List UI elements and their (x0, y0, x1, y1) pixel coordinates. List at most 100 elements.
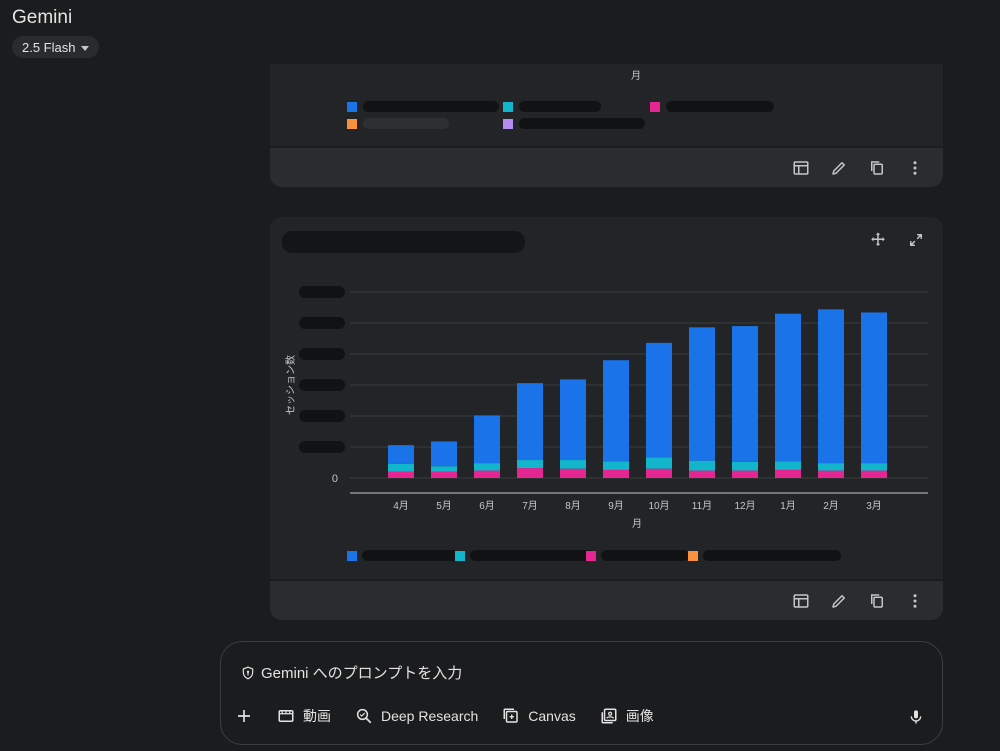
legend-swatch (688, 551, 698, 561)
prompt-tools: 動画 Deep Research Canvas 画像 (235, 706, 654, 726)
bar-segment (689, 470, 715, 478)
bar-segment (388, 463, 414, 472)
video-tool-label: 動画 (303, 708, 331, 724)
bar-segment (474, 463, 500, 471)
legend-item (503, 118, 645, 129)
x-axis-title: 月 (631, 71, 641, 82)
x-tick-label: 6月 (479, 500, 495, 512)
pencil-icon (832, 594, 845, 608)
bar-segment (560, 468, 586, 478)
redacted-text (666, 101, 774, 112)
bar-segment (861, 463, 887, 471)
table-icon (793, 160, 809, 175)
bar-segment (861, 470, 887, 478)
redacted-chart-title (282, 231, 525, 253)
model-selector[interactable]: 2.5 Flash (12, 36, 100, 58)
legend-item (347, 118, 449, 129)
deep-research-label: Deep Research (381, 708, 479, 724)
bar-segment (431, 466, 457, 472)
chart-card-previous: 月 (270, 64, 943, 187)
table-view-button[interactable] (785, 152, 817, 184)
video-icon (278, 710, 294, 722)
x-tick-label: 7月 (522, 500, 538, 512)
legend-swatch (347, 101, 357, 112)
bar-segment (818, 309, 844, 464)
redacted-legend-label (470, 550, 596, 561)
bar-segment (474, 415, 500, 464)
more-vert-icon (913, 160, 917, 175)
bar-segment (517, 468, 543, 478)
redacted-legend-label (601, 550, 689, 561)
legend-swatch (503, 118, 513, 129)
bar-segment (818, 463, 844, 471)
table-view-button[interactable] (785, 585, 817, 617)
more-options-button[interactable] (899, 152, 931, 184)
microphone-icon (910, 710, 922, 724)
bar-segment (517, 460, 543, 469)
legend-swatch (503, 101, 513, 112)
edit-button[interactable] (823, 585, 855, 617)
bar-segment (431, 441, 457, 467)
copy-icon (871, 160, 883, 175)
edit-button[interactable] (823, 152, 855, 184)
add-button[interactable] (235, 707, 253, 725)
x-tick-label: 12月 (734, 500, 755, 512)
fullscreen-button[interactable] (905, 229, 927, 251)
bar-segment (861, 312, 887, 464)
image-icon (601, 708, 617, 724)
x-tick-label: 10月 (648, 500, 669, 512)
legend-item (347, 101, 499, 112)
legend-swatch (347, 551, 357, 561)
deep-research-icon (356, 708, 372, 724)
table-icon (793, 593, 809, 608)
bar-segment (603, 461, 629, 470)
x-tick-label: 9月 (608, 500, 624, 512)
redacted-tick-label (299, 317, 345, 329)
bar-segment (775, 469, 801, 478)
copy-button[interactable] (861, 585, 893, 617)
bar-segment (818, 470, 844, 478)
copy-icon (871, 593, 883, 608)
x-tick-label: 1月 (780, 500, 796, 512)
chevron-down-icon (81, 45, 90, 51)
redacted-text (519, 101, 601, 112)
shield-icon (242, 666, 254, 679)
legend-swatch (650, 101, 660, 112)
more-vert-icon (913, 593, 917, 608)
redacted-legend-label (362, 550, 460, 561)
bar-segment (388, 445, 414, 464)
move-icon (871, 232, 885, 246)
legend-item (503, 101, 601, 112)
prompt-input[interactable]: Gemini へのプロンプトを入力 (241, 662, 462, 683)
x-tick-label: 2月 (823, 500, 839, 512)
bar-segment (689, 460, 715, 471)
more-options-button[interactable] (899, 585, 931, 617)
bar-segment (603, 360, 629, 462)
card-toolbar (270, 146, 943, 187)
bar-segment (431, 471, 457, 478)
fullscreen-icon (910, 234, 922, 246)
bar-segment (560, 460, 586, 469)
bar-segment (560, 379, 586, 461)
move-button[interactable] (867, 229, 889, 251)
microphone-button[interactable] (908, 708, 924, 731)
prompt-box[interactable]: Gemini へのプロンプトを入力 動画 Deep Research Canva… (220, 641, 943, 745)
bar-segment (646, 342, 672, 458)
deep-research-button[interactable]: Deep Research (355, 707, 478, 725)
x-tick-label: 8月 (565, 500, 581, 512)
bar-segment (775, 313, 801, 462)
x-tick-label: 4月 (393, 500, 409, 512)
redacted-text (363, 118, 449, 129)
x-tick-label: 3月 (866, 500, 882, 512)
plus-icon (238, 710, 250, 722)
card-toolbar (270, 579, 943, 620)
bar-segment (689, 327, 715, 461)
bar-segment (603, 469, 629, 478)
redacted-legend-label (703, 550, 841, 561)
copy-button[interactable] (861, 152, 893, 184)
redacted-tick-label (299, 410, 345, 422)
bar-segment (517, 383, 543, 461)
video-tool-button[interactable]: 動画 (277, 706, 331, 726)
image-tool-button[interactable]: 画像 (600, 706, 654, 726)
canvas-button[interactable]: Canvas (502, 707, 576, 725)
